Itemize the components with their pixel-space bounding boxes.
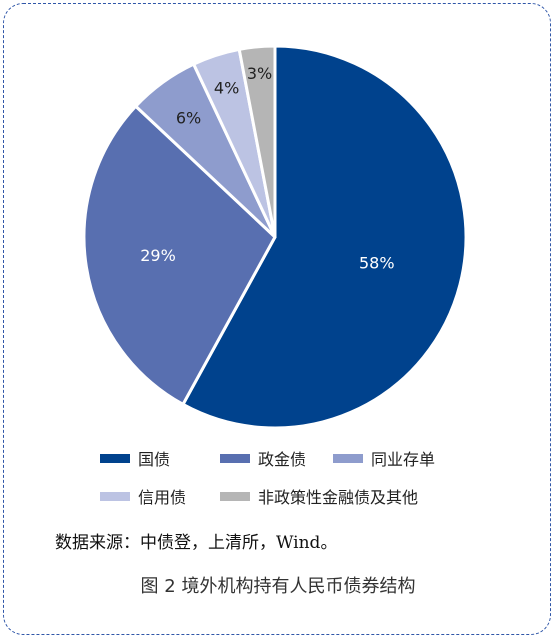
data-label: 6% — [176, 109, 201, 128]
slice-guozhai — [181, 44, 468, 430]
figure-frame — [3, 3, 551, 635]
slice-zhengjinzhai — [82, 104, 277, 406]
data-label: 29% — [140, 246, 176, 265]
data-label: 3% — [247, 64, 272, 83]
figure-caption: 图 2 境外机构持有人民币债券结构 — [140, 576, 416, 597]
data-label: 4% — [214, 79, 239, 98]
data-source-note: 数据来源：中债登，上清所，Wind。 — [55, 533, 338, 553]
pie-chart: 58% 29% 6% 4% 3% — [82, 44, 468, 430]
data-label: 58% — [359, 254, 395, 273]
slice-other — [237, 44, 277, 239]
